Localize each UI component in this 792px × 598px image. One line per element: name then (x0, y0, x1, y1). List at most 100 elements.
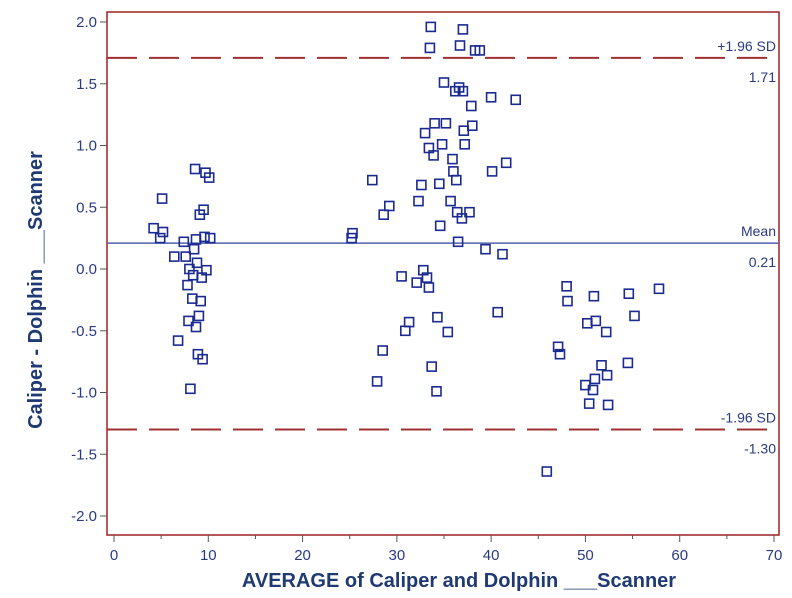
data-point (190, 321, 202, 333)
data-point (497, 248, 508, 260)
data-point (552, 341, 564, 353)
data-point (185, 383, 196, 395)
data-point (432, 311, 443, 323)
x-axis: 0 10 20 30 40 50 60 70 (110, 535, 783, 564)
y-axis-title: Caliper - Dolphin ___Scanner (25, 151, 47, 429)
data-point (428, 150, 439, 161)
data-point (411, 277, 423, 288)
data-point (486, 166, 498, 177)
data-point (623, 288, 635, 300)
data-point (182, 279, 193, 291)
data-point (583, 398, 595, 409)
data-point (480, 243, 491, 255)
data-point (601, 369, 613, 381)
reference-line-label: +1.96 SD (717, 38, 776, 54)
data-point (464, 206, 475, 218)
x-tick-label: 60 (671, 547, 688, 564)
reference-line-label: Mean (741, 223, 776, 239)
y-tick-label: 0.5 (76, 199, 97, 216)
x-tick-label: 30 (389, 547, 406, 564)
data-point (457, 85, 469, 97)
data-point (201, 264, 212, 276)
data-point (629, 310, 640, 322)
data-point (180, 251, 191, 262)
x-tick-label: 0 (110, 547, 118, 564)
data-point (458, 125, 470, 136)
data-point (154, 232, 166, 244)
reference-line-value: 0.21 (749, 254, 776, 270)
data-point (193, 310, 205, 322)
data-point (199, 231, 210, 243)
data-point (581, 317, 593, 329)
x-tick-label: 40 (483, 547, 500, 564)
x-tick-label: 20 (294, 547, 311, 564)
data-point (419, 127, 431, 139)
data-point (423, 282, 435, 293)
data-point (588, 290, 600, 302)
data-point (189, 163, 201, 175)
data-point (561, 280, 572, 292)
reference-line-value: 1.71 (749, 69, 776, 85)
data-point (466, 120, 478, 131)
data-point (447, 153, 458, 165)
data-point (440, 118, 452, 129)
y-tick-label: 2.0 (76, 14, 97, 31)
data-point (450, 174, 462, 186)
data-point (457, 24, 469, 35)
data-point (429, 118, 440, 129)
data-point (425, 21, 437, 33)
data-point (197, 353, 208, 365)
data-point (442, 326, 454, 338)
y-tick-label: 0.0 (76, 261, 97, 278)
data-point (204, 232, 216, 244)
data-point (195, 295, 206, 307)
data-point (183, 315, 194, 327)
data-point (156, 193, 168, 204)
y-tick-label: 1.0 (76, 138, 97, 155)
data-point (438, 77, 450, 88)
data-point (399, 325, 411, 337)
data-point (587, 384, 599, 396)
y-tick-label: -2.0 (71, 508, 97, 525)
y-tick-label: 1.5 (76, 76, 97, 93)
x-tick-label: 70 (766, 547, 783, 564)
data-point (456, 213, 468, 224)
data-point (426, 361, 438, 372)
data-point (203, 172, 215, 183)
data-point (590, 315, 602, 327)
plot-frame (106, 11, 780, 536)
data-point (459, 139, 471, 150)
data-point (416, 179, 427, 191)
data-point (169, 251, 180, 262)
data-point (403, 316, 415, 328)
data-point (465, 100, 477, 112)
data-point (541, 466, 553, 477)
reference-line-label: -1.96 SD (721, 410, 776, 426)
data-point (191, 257, 203, 269)
data-point (378, 209, 390, 220)
x-axis-title: AVERAGE of Caliper and Dolphin ___Scanne… (242, 570, 676, 592)
x-tick-label: 10 (200, 547, 217, 564)
data-point (366, 174, 378, 186)
y-axis: 2.0 1.5 1.0 0.5 0.0 -0.5 -1.0 -1.5 -2.0 (71, 14, 107, 525)
y-tick-label: -1.0 (71, 385, 97, 402)
data-point (431, 385, 442, 397)
y-tick-label: -0.5 (71, 323, 97, 340)
data-point (452, 236, 464, 248)
data-point (589, 373, 601, 385)
reference-line-value: -1.30 (744, 441, 776, 457)
data-point (448, 166, 459, 177)
data-point (433, 178, 445, 190)
data-point (445, 195, 456, 207)
data-points (148, 21, 665, 477)
data-point (602, 399, 614, 411)
data-point (347, 227, 358, 239)
reference-lines: +1.96 SD 1.71 Mean 0.21 -1.96 SD -1.30 (107, 38, 779, 457)
data-point (371, 376, 383, 387)
data-point (562, 295, 573, 307)
y-tick-label: -1.5 (71, 446, 97, 463)
data-point (157, 226, 169, 238)
data-point (492, 306, 504, 318)
data-point (178, 236, 190, 248)
